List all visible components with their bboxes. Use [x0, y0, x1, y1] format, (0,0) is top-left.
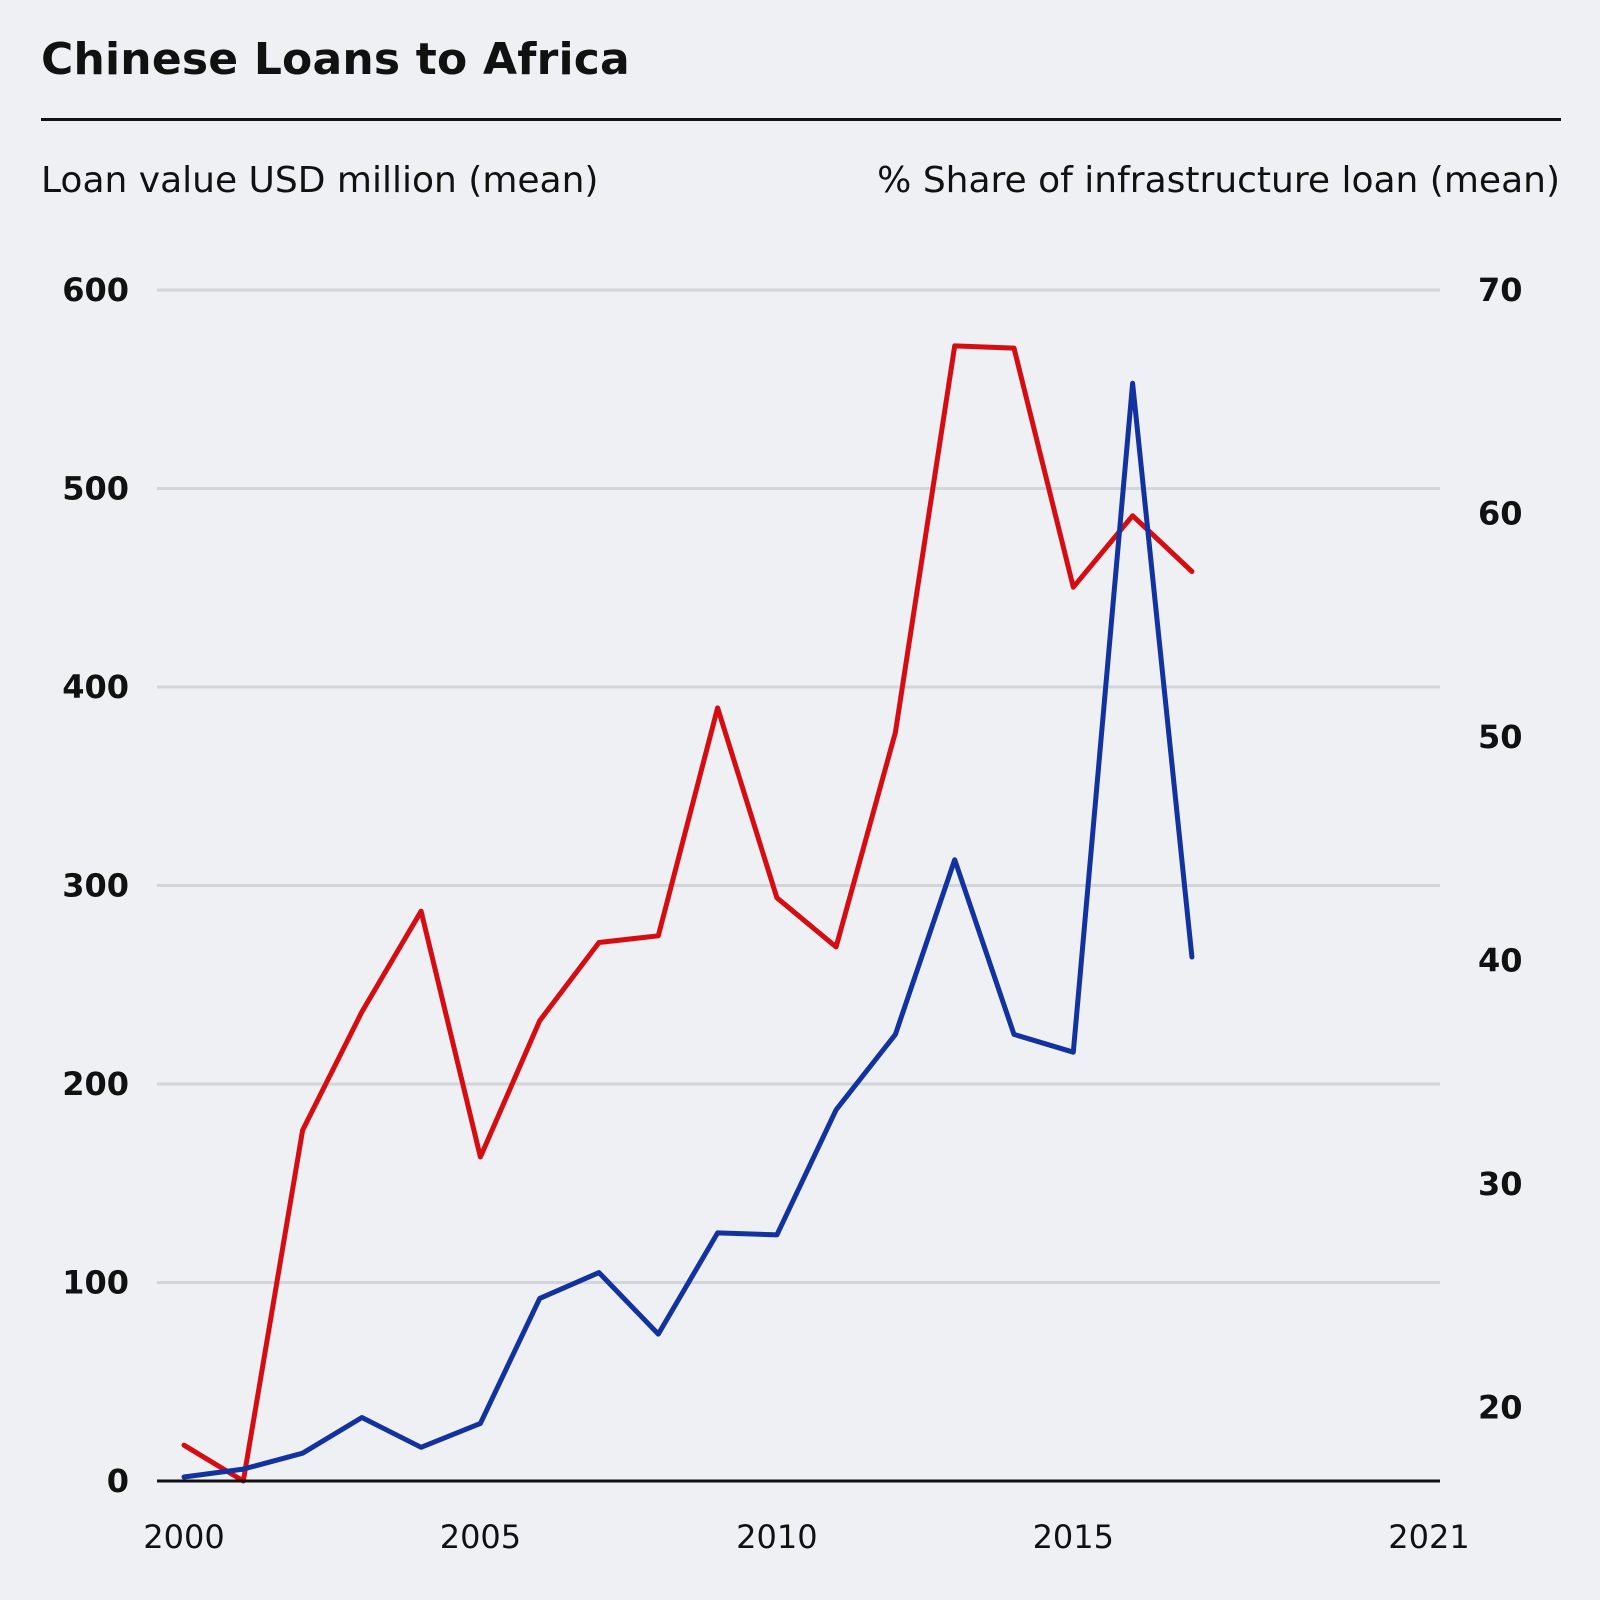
x-axis-ticks: 2000 2005 2010 2015 2021 [143, 1518, 1469, 1556]
left-tick-label: 500 [62, 470, 129, 508]
series-lines [181, 343, 1195, 1484]
right-tick-label: 20 [1478, 1388, 1523, 1426]
x-tick-label: 2000 [143, 1518, 224, 1556]
gridlines [157, 288, 1440, 1284]
x-tick-label: 2021 [1388, 1518, 1469, 1556]
right-tick-label: 50 [1478, 718, 1523, 756]
left-axis-ticks: 0 100 200 300 400 500 600 [62, 271, 129, 1500]
right-axis-ticks: 20 30 40 50 60 70 [1478, 271, 1523, 1426]
right-tick-label: 40 [1478, 941, 1523, 979]
left-tick-label: 100 [62, 1264, 129, 1302]
chart-title: Chinese Loans to Africa [41, 34, 630, 85]
x-tick-label: 2010 [736, 1518, 817, 1556]
right-tick-label: 30 [1478, 1165, 1523, 1203]
left-tick-label: 0 [107, 1462, 129, 1500]
left-tick-label: 400 [62, 668, 129, 706]
right-tick-label: 70 [1478, 271, 1523, 309]
infrastructure-share-line [181, 343, 1195, 1484]
left-tick-label: 300 [62, 867, 129, 905]
x-tick-label: 2005 [440, 1518, 521, 1556]
right-axis-title: % Share of infrastructure loan (mean) [877, 160, 1560, 201]
title-rule [41, 118, 1561, 121]
loan-value-line [181, 380, 1195, 1480]
left-axis-title: Loan value USD million (mean) [41, 160, 599, 201]
x-tick-label: 2015 [1033, 1518, 1114, 1556]
right-tick-label: 60 [1478, 494, 1523, 532]
left-tick-label: 600 [62, 271, 129, 309]
left-tick-label: 200 [62, 1065, 129, 1103]
